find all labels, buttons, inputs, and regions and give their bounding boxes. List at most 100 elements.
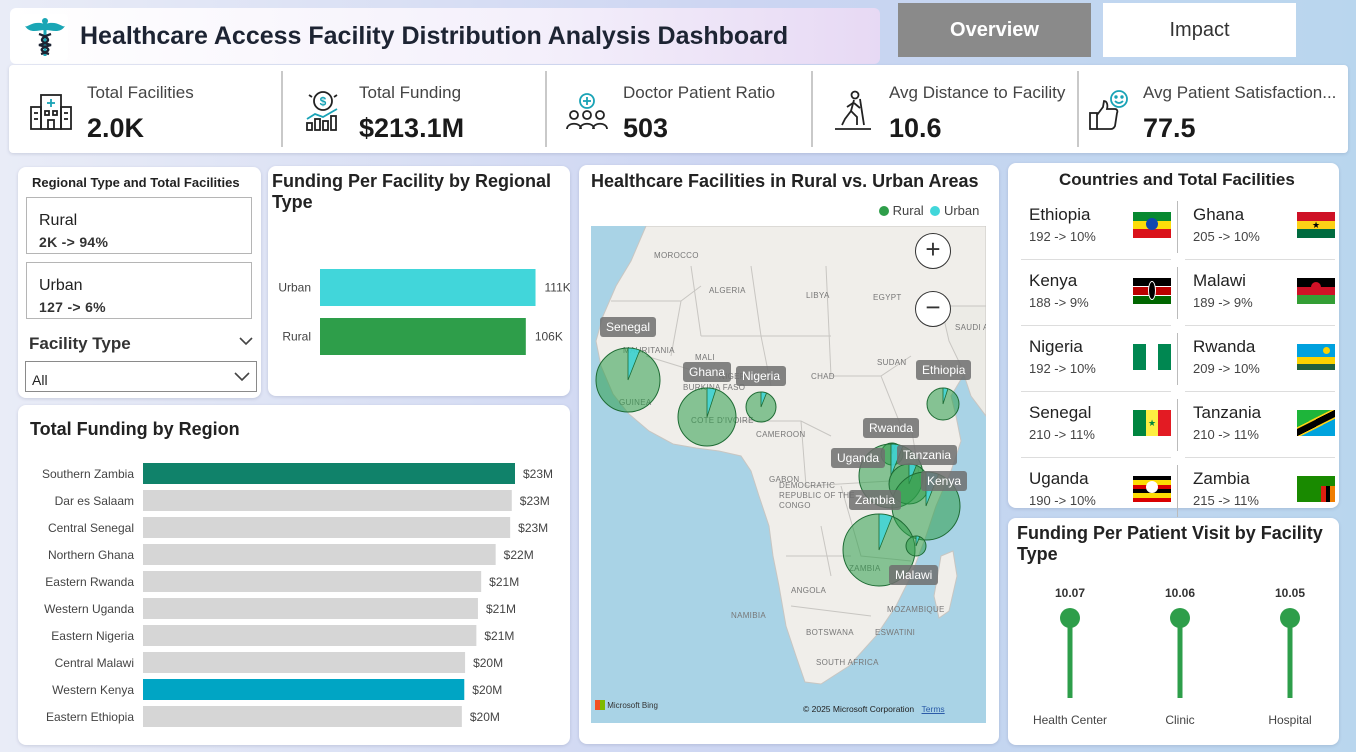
lollipop-head[interactable] bbox=[1060, 608, 1080, 628]
country-name: Ethiopia bbox=[1029, 205, 1091, 224]
geo-label: CAMEROON bbox=[756, 430, 806, 439]
urban-wedge[interactable] bbox=[706, 387, 717, 418]
geo-label: SUDAN bbox=[877, 358, 907, 367]
doctor-patients-icon bbox=[566, 93, 608, 130]
region-funding-bar[interactable] bbox=[143, 598, 478, 619]
kpi-label: Doctor Patient Ratio bbox=[623, 83, 776, 102]
chevron-down-icon[interactable] bbox=[238, 334, 254, 348]
rwanda-flag-icon bbox=[1297, 344, 1335, 370]
bubble-label-kenya: Kenya bbox=[921, 471, 968, 491]
urban-wedge[interactable] bbox=[942, 387, 949, 405]
category-label: Rural bbox=[282, 330, 311, 344]
countries-facilities-card: Countries and Total Facilities Ethiopia 1… bbox=[1008, 163, 1339, 517]
geo-label: LIBYA bbox=[806, 291, 830, 300]
urban-wedge[interactable] bbox=[915, 535, 921, 547]
region-funding-bar[interactable] bbox=[143, 544, 496, 565]
region-card-rural[interactable]: Rural 2K -> 94% bbox=[26, 197, 252, 254]
zoom-in-button[interactable]: + bbox=[915, 233, 951, 269]
region-funding-bar[interactable] bbox=[143, 571, 482, 592]
country-name: Kenya bbox=[1029, 271, 1078, 290]
row-divider bbox=[1185, 325, 1335, 326]
value-label: 10.06 bbox=[1165, 586, 1195, 600]
countries-title: Countries and Total Facilities bbox=[1059, 170, 1295, 189]
region-label: Central Senegal bbox=[48, 521, 134, 535]
region-funding-bar[interactable] bbox=[143, 652, 466, 673]
kpi-divider bbox=[281, 71, 283, 147]
urban-wedge[interactable] bbox=[760, 391, 768, 408]
country-tile-tanzania[interactable]: Tanzania 210 -> 11% bbox=[1181, 395, 1335, 455]
country-tile-uganda[interactable]: Uganda 190 -> 10% bbox=[1017, 461, 1171, 521]
nigeria-flag-icon bbox=[1133, 344, 1171, 370]
tab-overview[interactable]: Overview bbox=[898, 3, 1091, 57]
map-copyright: © 2025 Microsoft Corporation Terms bbox=[803, 704, 945, 714]
region-funding-bar[interactable] bbox=[143, 463, 515, 484]
tab-impact[interactable]: Impact bbox=[1103, 3, 1296, 57]
country-value: 189 -> 9% bbox=[1193, 295, 1253, 310]
country-value: 210 -> 11% bbox=[1029, 427, 1095, 442]
kpi-value: 503 bbox=[623, 113, 669, 143]
funding-bar-urban[interactable] bbox=[320, 269, 536, 306]
zoom-out-button[interactable]: − bbox=[915, 291, 951, 327]
funding-by-region-card: Total Funding by Region Southern Zambia $… bbox=[18, 405, 570, 745]
geo-label: DEMOCRATIC REPUBLIC OF THE CONGO bbox=[779, 481, 855, 510]
value-label: 111K bbox=[545, 281, 570, 295]
kpi-label: Total Funding bbox=[359, 83, 462, 102]
kpi-value: 77.5 bbox=[1143, 113, 1196, 143]
region-funding-bar[interactable] bbox=[143, 625, 477, 646]
tile-divider bbox=[1177, 465, 1178, 517]
country-value: 209 -> 10% bbox=[1193, 361, 1260, 376]
country-tile-ghana[interactable]: Ghana 205 -> 10% ★ bbox=[1181, 197, 1335, 257]
funding-per-visit-title: Funding Per Patient Visit by Facility Ty… bbox=[1017, 523, 1323, 565]
country-name: Rwanda bbox=[1193, 337, 1256, 356]
legend-rural-dot bbox=[879, 206, 889, 216]
region-funding-bar[interactable] bbox=[143, 706, 462, 727]
urban-wedge[interactable] bbox=[878, 513, 893, 551]
tile-divider bbox=[1177, 333, 1178, 385]
geo-label: ESWATINI bbox=[875, 628, 916, 637]
country-tile-nigeria[interactable]: Nigeria 192 -> 10% bbox=[1017, 329, 1171, 389]
bubble-label-uganda: Uganda bbox=[831, 448, 886, 468]
map-title: Healthcare Facilities in Rural vs. Urban… bbox=[591, 171, 979, 191]
facility-type-value: All bbox=[32, 372, 48, 388]
region-label: Northern Ghana bbox=[48, 548, 134, 562]
row-divider bbox=[1021, 391, 1171, 392]
facility-type-dropdown[interactable]: All bbox=[25, 361, 257, 392]
region-card-urban[interactable]: Urban 127 -> 6% bbox=[26, 262, 252, 319]
urban-wedge[interactable] bbox=[627, 347, 641, 381]
title-line: Type bbox=[1017, 544, 1058, 564]
country-tile-ethiopia[interactable]: Ethiopia 192 -> 10% bbox=[1017, 197, 1171, 257]
country-tile-kenya[interactable]: Kenya 188 -> 9% bbox=[1017, 263, 1171, 323]
kpi-value: 10.6 bbox=[889, 113, 942, 143]
hospital-building-icon bbox=[30, 94, 72, 130]
country-tile-senegal[interactable]: Senegal 210 -> 11% ★ bbox=[1017, 395, 1171, 455]
category-label: Health Center bbox=[1033, 713, 1107, 727]
row-divider bbox=[1185, 391, 1335, 392]
kpi-label: Avg Distance to Facility bbox=[889, 83, 1066, 102]
region-funding-bar[interactable] bbox=[143, 679, 465, 700]
uganda-flag-icon bbox=[1133, 476, 1171, 502]
region-label: Southern Zambia bbox=[42, 467, 134, 481]
africa-map[interactable]: MOROCCO ALGERIA LIBYA EGYPT SAUDI A MAURITANI… bbox=[591, 226, 986, 723]
lollipop-head[interactable] bbox=[1170, 608, 1190, 628]
lollipop-head[interactable] bbox=[1280, 608, 1300, 628]
category-label: Urban bbox=[278, 281, 311, 295]
geo-label: BOTSWANA bbox=[806, 628, 854, 637]
region-name: Rural bbox=[39, 212, 78, 229]
funding-coin-icon: $ bbox=[306, 91, 338, 131]
copyright-text: © 2025 Microsoft Corporation bbox=[803, 704, 915, 714]
row-divider bbox=[1185, 259, 1335, 260]
region-funding-bar[interactable] bbox=[143, 490, 512, 511]
geo-label: MALI bbox=[695, 353, 715, 362]
bubble-label-nigeria: Nigeria bbox=[736, 366, 787, 386]
row-divider bbox=[1021, 325, 1171, 326]
country-tile-zambia[interactable]: Zambia 215 -> 11% bbox=[1181, 461, 1335, 521]
country-name: Zambia bbox=[1193, 469, 1250, 488]
region-funding-bar[interactable] bbox=[143, 517, 511, 538]
country-tile-rwanda[interactable]: Rwanda 209 -> 10% bbox=[1181, 329, 1335, 389]
terms-link[interactable]: Terms bbox=[921, 704, 945, 714]
kpi-avg-distance: Avg Distance to Facility 10.6 bbox=[817, 71, 1079, 147]
country-tile-malawi[interactable]: Malawi 189 -> 9% bbox=[1181, 263, 1335, 323]
row-divider bbox=[1021, 259, 1171, 260]
funding-bar-rural[interactable] bbox=[320, 318, 526, 355]
region-value: 2K -> 94% bbox=[39, 234, 109, 250]
